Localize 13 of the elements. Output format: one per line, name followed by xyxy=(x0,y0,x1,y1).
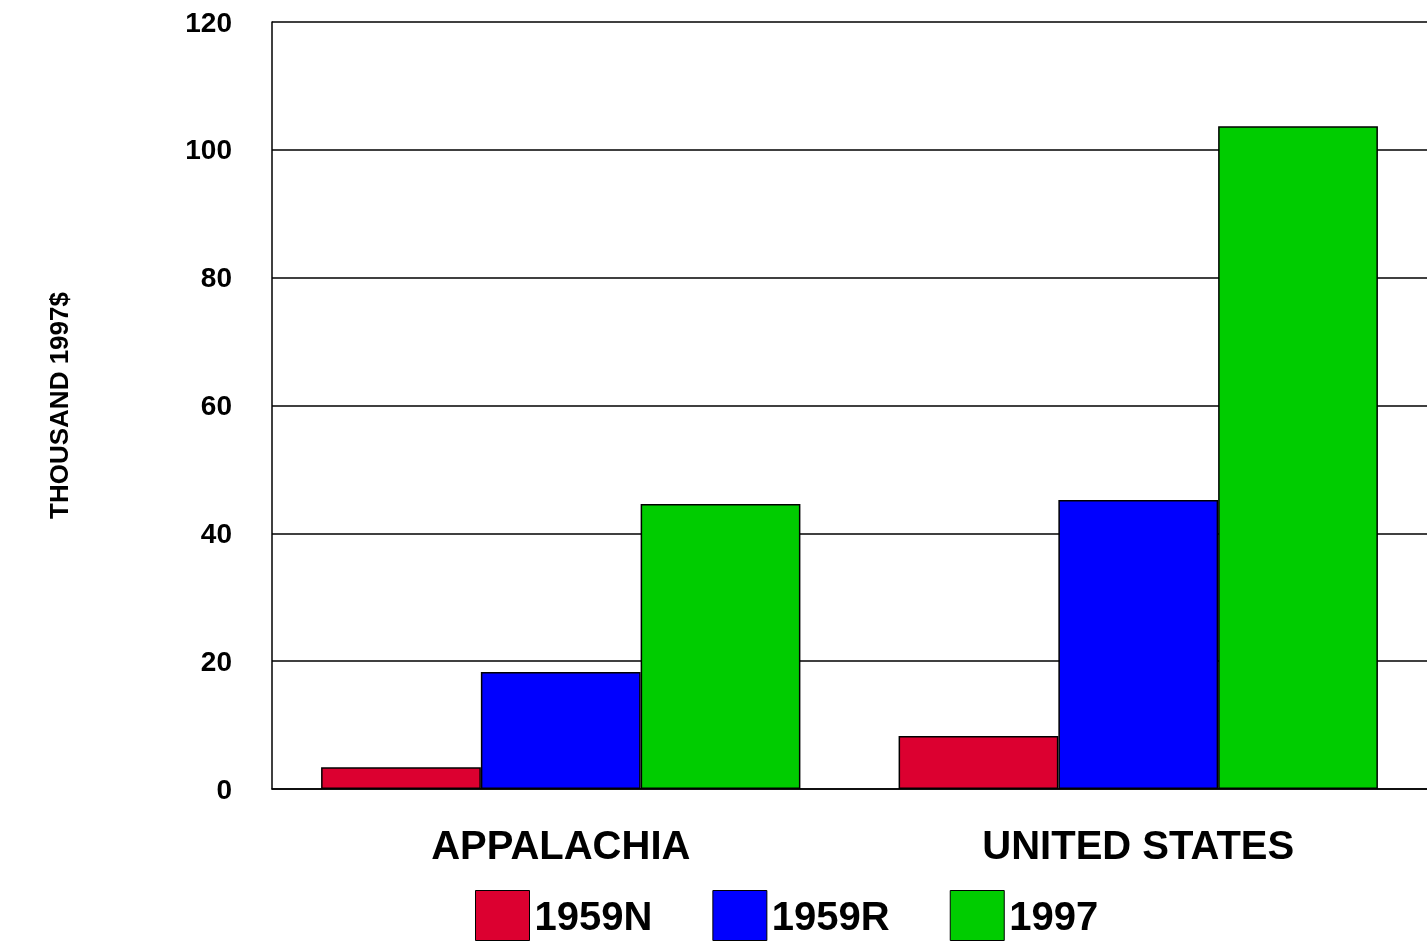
y-tick-label: 40 xyxy=(200,517,232,549)
legend-label: 1959N xyxy=(534,893,653,938)
y-tick-label: 120 xyxy=(185,6,232,38)
y-tick-label: 20 xyxy=(200,645,232,677)
y-tick-label: 80 xyxy=(200,262,232,294)
y-tick-label: 0 xyxy=(216,773,232,805)
legend-label: 1959R xyxy=(771,893,890,938)
y-tick-label: 60 xyxy=(200,390,232,421)
y-tick-label: 100 xyxy=(185,134,232,166)
legend-label: 1997 xyxy=(1009,893,1099,938)
y-axis-title: THOUSAND 1997$ xyxy=(44,291,74,519)
x-tick-label: APPALACHIA xyxy=(431,823,691,867)
x-tick-label: UNITED STATES xyxy=(982,823,1295,867)
